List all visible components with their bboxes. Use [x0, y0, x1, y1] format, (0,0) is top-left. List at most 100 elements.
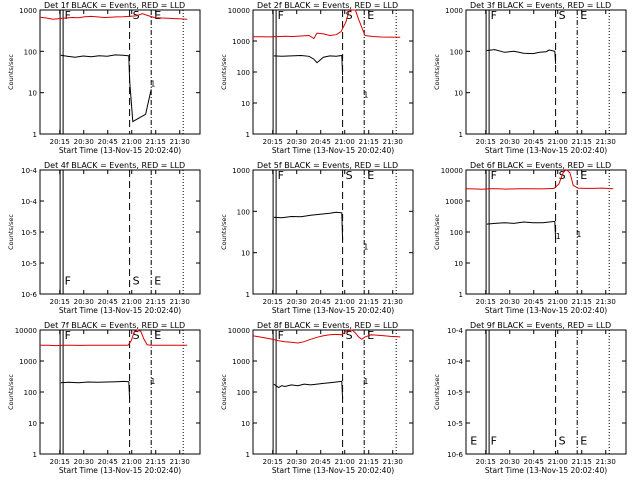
- panel-title: Det 1f BLACK = Events, RED = LLD: [44, 1, 185, 10]
- x-axis-label: Start Time (13-Nov-15 20:02:40): [59, 306, 181, 315]
- plot-frame: [252, 9, 414, 135]
- x-axis-label: Start Time (13-Nov-15 20:02:40): [485, 466, 607, 475]
- panel-det-7: Det 7f BLACK = Events, RED = LLD 1 10 100 10…: [7, 321, 201, 475]
- annotation-text: 1: [363, 242, 368, 251]
- x-tick-label: 20:30: [287, 298, 307, 306]
- marker-label-S: S: [346, 9, 353, 22]
- x-tick-label: 21:00: [335, 298, 355, 306]
- x-tick-label: 20:15: [476, 138, 496, 146]
- x-tick-label: 21:00: [548, 138, 568, 146]
- y-tick-label: 100: [24, 389, 37, 397]
- panel-title: Det 4f BLACK = Events, RED = LLD: [44, 161, 185, 170]
- x-tick-label: 20:30: [500, 458, 520, 466]
- x-tick-label: 20:45: [98, 458, 118, 466]
- panel-title: Det 6f BLACK = Events, RED = LLD: [470, 161, 611, 170]
- x-tick-label: 20:30: [500, 298, 520, 306]
- x-tick-label: 21:15: [359, 138, 379, 146]
- panel-title: Det 9f BLACK = Events, RED = LLD: [470, 321, 611, 330]
- panel-det-9: Det 9f BLACK = Events, RED = LLD 10-6 10-5…: [433, 321, 627, 475]
- annotation-text: 1: [363, 91, 368, 100]
- marker-label-F: F: [491, 169, 497, 182]
- plot-frame: [39, 9, 201, 135]
- x-tick-label: 20:45: [311, 298, 331, 306]
- annotation-text: 1: [150, 377, 155, 386]
- marker-label-E: E: [580, 9, 587, 22]
- x-tick-label: 20:30: [74, 138, 94, 146]
- y-tick-label: 10000: [15, 327, 37, 335]
- y-axis-label: Counts/sec: [220, 214, 228, 250]
- y-tick-label: 10-4: [447, 327, 463, 335]
- x-tick-label: 21:30: [596, 458, 616, 466]
- marker-label-E: E: [154, 9, 161, 22]
- panel-title: Det 5f BLACK = Events, RED = LLD: [257, 161, 398, 170]
- plot-frame: [252, 329, 414, 455]
- x-tick-label: 21:15: [146, 138, 166, 146]
- x-tick-label: 20:15: [263, 298, 283, 306]
- y-axis-label: Counts/sec: [220, 374, 228, 410]
- marker-label-F: F: [65, 9, 71, 22]
- series-line-lld: [252, 9, 401, 40]
- x-tick-label: 21:00: [122, 298, 142, 306]
- x-tick-label: 21:30: [383, 298, 403, 306]
- panel-title: Det 8f BLACK = Events, RED = LLD: [257, 321, 398, 330]
- y-axis-label: Counts/sec: [7, 214, 15, 250]
- y-tick-label: 1: [459, 291, 463, 299]
- x-tick-label: 21:30: [170, 298, 190, 306]
- y-axis-label: Counts/sec: [7, 374, 15, 410]
- y-tick-label: 10000: [441, 167, 463, 175]
- x-tick-label: 21:15: [359, 458, 379, 466]
- marker-label-S: S: [133, 274, 140, 287]
- x-tick-label: 20:15: [50, 458, 70, 466]
- y-tick-label: 1: [246, 291, 250, 299]
- y-tick-label: 1: [459, 131, 463, 139]
- marker-label-E: E: [367, 9, 374, 22]
- plot-frame: [252, 169, 414, 295]
- series-line-events: [486, 220, 557, 239]
- x-tick-label: 20:45: [524, 458, 544, 466]
- panel-det-1: Det 1f BLACK = Events, RED = LLD 1 10 100 10…: [7, 1, 201, 155]
- marker-label-F: F: [65, 274, 71, 287]
- annotation-text: 1: [150, 80, 155, 89]
- panel-title: Det 3f BLACK = Events, RED = LLD: [470, 1, 611, 10]
- x-tick-label: 21:00: [122, 458, 142, 466]
- series-line-events: [486, 49, 557, 64]
- plot-frame: [465, 9, 627, 135]
- x-tick-label: 20:45: [311, 138, 331, 146]
- series-line-events: [60, 54, 152, 123]
- y-tick-label: 1: [246, 131, 250, 139]
- y-tick-label: 1000: [445, 198, 463, 206]
- series-line-lld: [465, 169, 614, 190]
- x-axis-label: Start Time (13-Nov-15 20:02:40): [59, 146, 181, 155]
- y-tick-label: 1: [33, 451, 37, 459]
- x-axis-label: Start Time (13-Nov-15 20:02:40): [485, 146, 607, 155]
- panel-det-6: Det 6f BLACK = Events, RED = LLD 1 10 100 10…: [433, 161, 627, 315]
- panel-title: Det 2f BLACK = Events, RED = LLD: [257, 1, 398, 10]
- y-tick-label: 10: [454, 90, 463, 98]
- y-tick-label: 1000: [19, 358, 37, 366]
- x-axis-label: Start Time (13-Nov-15 20:02:40): [59, 466, 181, 475]
- marker-label-E: E: [154, 329, 161, 342]
- x-tick-label: 21:00: [335, 458, 355, 466]
- x-tick-label: 21:30: [170, 138, 190, 146]
- marker-label-F: F: [278, 169, 284, 182]
- y-tick-label: 100: [237, 208, 250, 216]
- y-axis-label: Counts/sec: [433, 214, 441, 250]
- y-tick-label: 10-5: [21, 229, 37, 237]
- y-axis-label: Counts/sec: [433, 374, 441, 410]
- series-line-lld: [252, 329, 401, 344]
- series-line-events: [273, 211, 344, 241]
- x-tick-label: 21:30: [170, 458, 190, 466]
- marker-label-F: F: [65, 329, 71, 342]
- y-tick-label: 10: [241, 100, 250, 108]
- y-tick-label: 10000: [228, 7, 250, 15]
- annotation-text: 1: [556, 232, 561, 241]
- marker-label-S: S: [346, 169, 353, 182]
- y-tick-label: 10-6: [21, 291, 37, 299]
- marker-label-F: F: [491, 9, 497, 22]
- series-line-events: [60, 380, 131, 399]
- x-tick-label: 20:30: [74, 458, 94, 466]
- y-tick-label: 10-5: [447, 389, 463, 397]
- x-tick-label: 21:15: [572, 458, 592, 466]
- x-tick-label: 20:30: [287, 138, 307, 146]
